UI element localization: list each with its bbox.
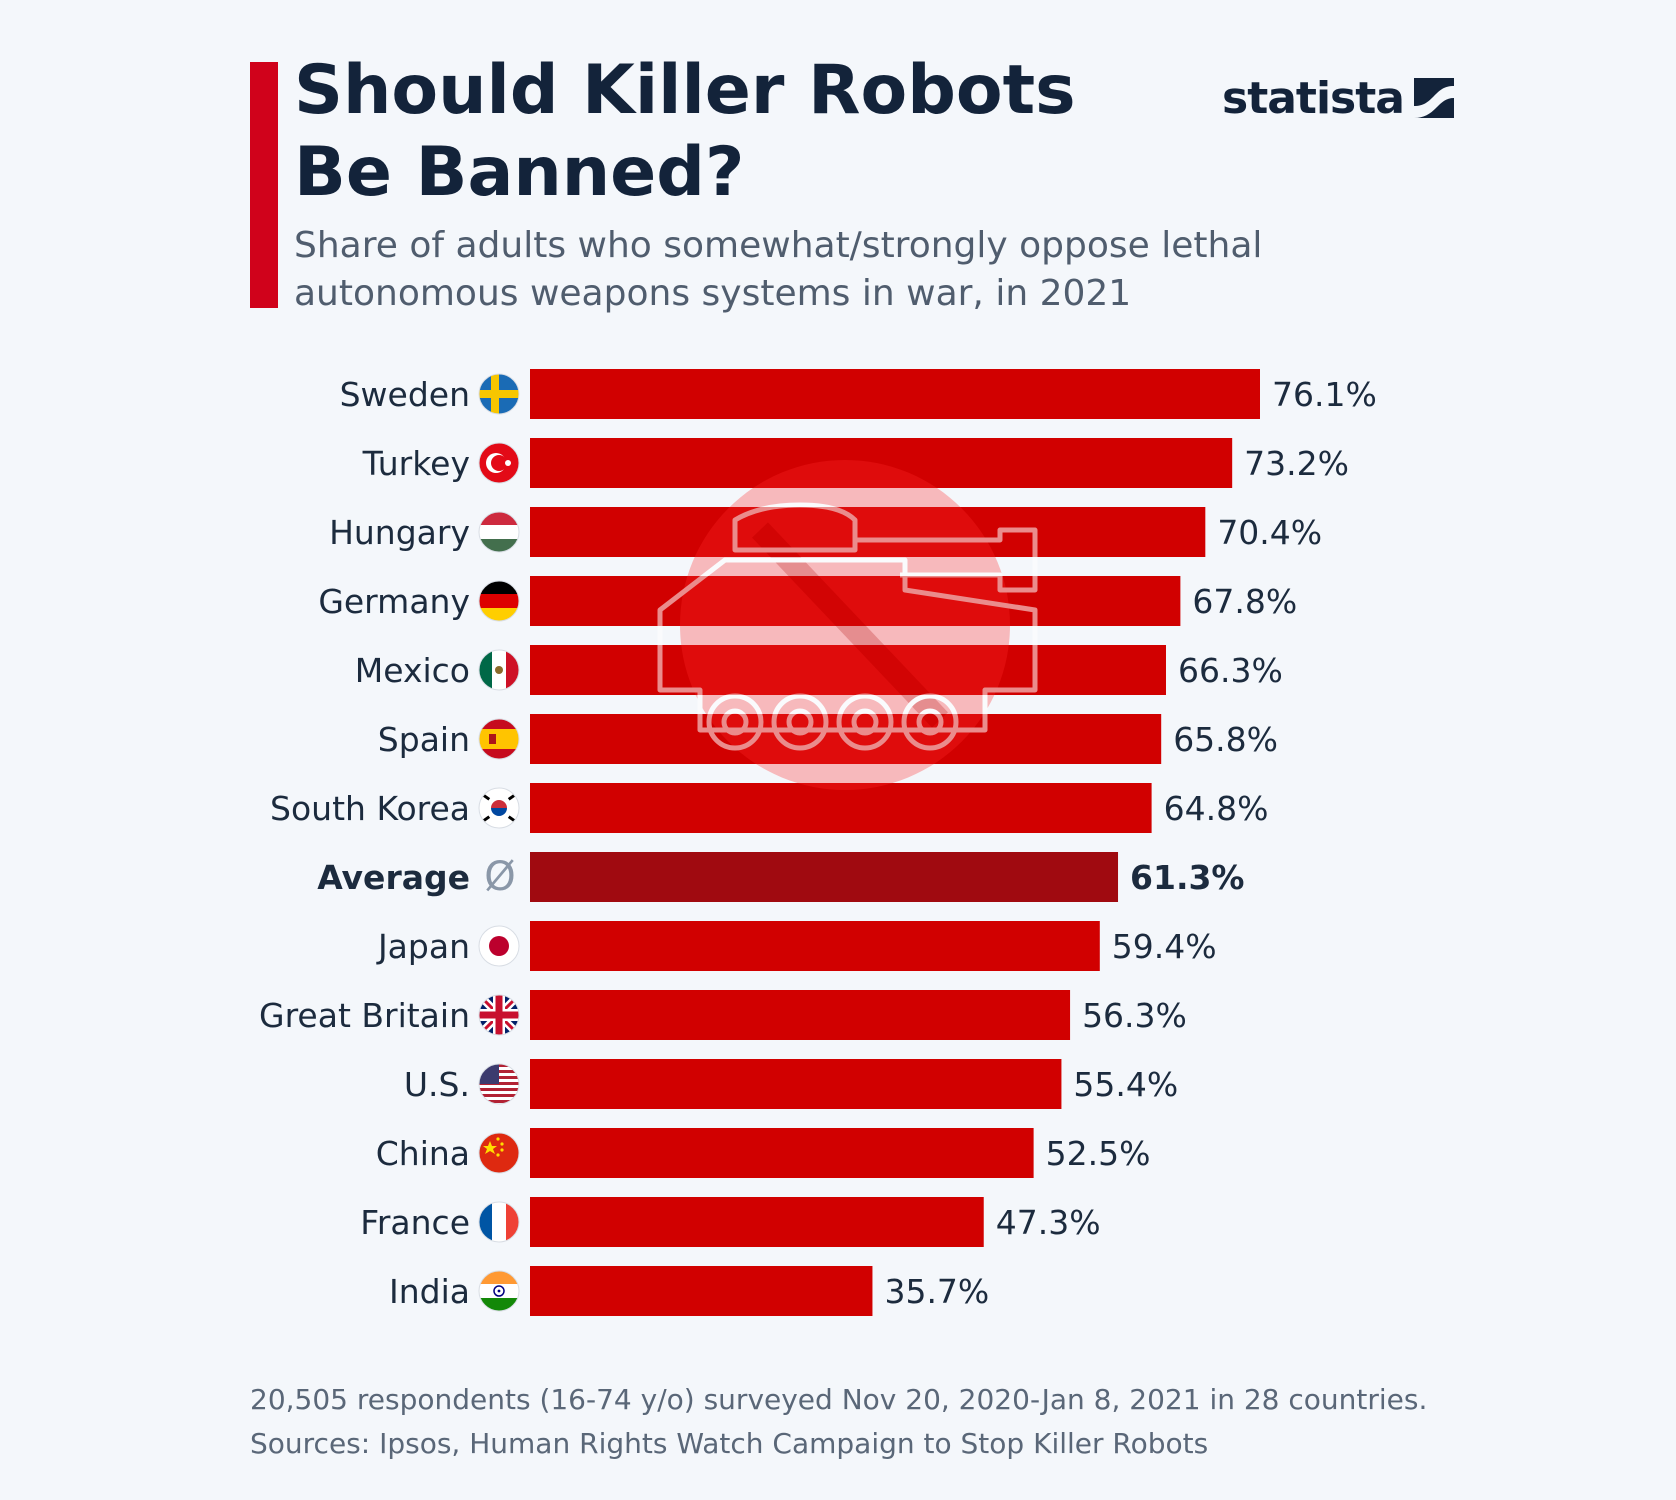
bar-china: [530, 1128, 1034, 1178]
value-label-france: 47.3%: [996, 1203, 1101, 1242]
bar-average: [530, 852, 1119, 902]
bar-france: [530, 1197, 984, 1247]
title-accent-bar: [250, 62, 278, 308]
hungary-flag-icon: [478, 511, 520, 553]
turkey-flag-icon: [478, 442, 520, 484]
bar-mexico: [530, 645, 1166, 695]
subtitle-line-1: Share of adults who somewhat/strongly op…: [294, 225, 1263, 266]
value-label-spain: 65.8%: [1173, 720, 1278, 759]
page-subtitle: Share of adults who somewhat/strongly op…: [294, 222, 1294, 318]
bar-sweden: [530, 369, 1260, 419]
south-korea-flag-icon: [478, 787, 520, 829]
category-label-turkey: Turkey: [362, 444, 470, 483]
footnote-sources: Sources: Ipsos, Human Rights Watch Campa…: [250, 1427, 1209, 1460]
footnote-survey: 20,505 respondents (16-74 y/o) surveyed …: [250, 1383, 1428, 1416]
category-label-spain: Spain: [378, 720, 470, 759]
category-label-china: China: [376, 1134, 470, 1173]
statista-logo[interactable]: statista: [1222, 70, 1454, 126]
average-symbol-icon: Ø: [484, 854, 515, 900]
bar-u-s: [530, 1059, 1062, 1109]
category-label-japan: Japan: [376, 927, 470, 966]
bar-germany: [530, 576, 1181, 626]
statista-logo-icon: [1413, 78, 1454, 118]
us-flag-icon: [478, 1063, 520, 1105]
sweden-flag-icon: [478, 373, 520, 415]
category-label-u-s: U.S.: [404, 1065, 470, 1104]
category-label-france: France: [360, 1203, 470, 1242]
spain-flag-icon: [478, 718, 520, 760]
value-label-average: 61.3%: [1130, 858, 1245, 897]
bar-great-britain: [530, 990, 1071, 1040]
category-label-great-britain: Great Britain: [259, 996, 470, 1035]
china-flag-icon: [478, 1132, 520, 1174]
japan-flag-icon: [478, 925, 520, 967]
category-label-south-korea: South Korea: [270, 789, 470, 828]
germany-flag-icon: [478, 580, 520, 622]
bar-turkey: [530, 438, 1233, 488]
bar-hungary: [530, 507, 1206, 557]
mexico-flag-icon: [478, 649, 520, 691]
value-label-sweden: 76.1%: [1272, 375, 1377, 414]
value-label-south-korea: 64.8%: [1164, 789, 1269, 828]
value-label-mexico: 66.3%: [1178, 651, 1283, 690]
value-label-great-britain: 56.3%: [1082, 996, 1187, 1035]
category-label-germany: Germany: [318, 582, 470, 621]
subtitle-line-2: autonomous weapons systems in war, in 20…: [294, 273, 1132, 314]
value-label-germany: 67.8%: [1192, 582, 1297, 621]
value-label-china: 52.5%: [1046, 1134, 1151, 1173]
footnote: 20,505 respondents (16-74 y/o) surveyed …: [250, 1378, 1450, 1466]
category-label-india: India: [389, 1272, 470, 1311]
india-flag-icon: [478, 1270, 520, 1312]
page-title: Should Killer Robots Be Banned?: [294, 50, 1194, 214]
watermark-layer: [657, 460, 1038, 790]
category-label-hungary: Hungary: [329, 513, 470, 552]
title-line-1: Should Killer Robots: [294, 51, 1076, 130]
bar-india: [530, 1266, 873, 1316]
bar-south-korea: [530, 783, 1152, 833]
category-label-sweden: Sweden: [340, 375, 470, 414]
logo-text: statista: [1222, 72, 1405, 124]
category-label-mexico: Mexico: [355, 651, 470, 690]
value-label-india: 35.7%: [884, 1272, 989, 1311]
great-britain-flag-icon: [478, 994, 520, 1036]
labels-layer: Sweden 76.1% Turkey 73.2% Hungary 70.4% German…: [259, 373, 1377, 1312]
bar-japan: [530, 921, 1100, 971]
bars-layer: [530, 369, 1260, 1316]
category-label-average: Average: [317, 858, 470, 897]
title-line-2: Be Banned?: [294, 133, 745, 212]
value-label-japan: 59.4%: [1112, 927, 1217, 966]
value-label-u-s: 55.4%: [1073, 1065, 1178, 1104]
no-tank-watermark-icon: [657, 460, 1038, 790]
value-label-turkey: 73.2%: [1244, 444, 1349, 483]
france-flag-icon: [478, 1201, 520, 1243]
value-label-hungary: 70.4%: [1217, 513, 1322, 552]
bar-chart: Sweden 76.1% Turkey 73.2% Hungary 70.4% German…: [259, 369, 1377, 1316]
